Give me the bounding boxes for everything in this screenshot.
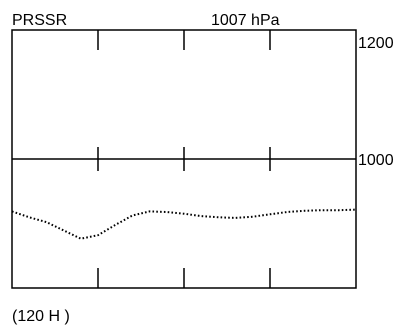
time-span-label: (120 H ) (12, 308, 70, 325)
y-tick-label-1000: 1000 (358, 152, 394, 169)
pressure-series-line (11, 208, 357, 240)
x-tick-marks (97, 30, 271, 288)
current-pressure-label: 1007 hPa (211, 12, 280, 29)
chart-title: PRSSR (12, 12, 67, 29)
y-tick-label-1200: 1200 (358, 35, 394, 52)
